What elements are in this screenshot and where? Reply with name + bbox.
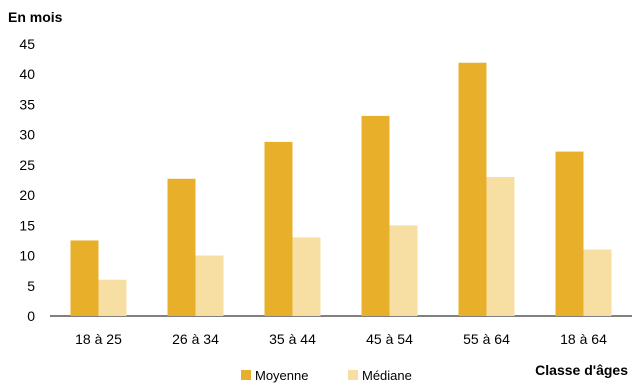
bar-mediane	[486, 176, 515, 316]
bar-moyenne	[167, 178, 196, 316]
bar-moyenne	[264, 141, 293, 316]
bar-moyenne	[70, 240, 99, 316]
x-tick-label: 26 à 34	[172, 331, 219, 347]
bar-moyenne	[458, 62, 487, 316]
x-tick-label: 35 à 44	[269, 331, 316, 347]
y-tick-label: 0	[27, 308, 35, 324]
x-axis-title: Classe d'âges	[535, 362, 628, 378]
x-tick-label: 55 à 64	[463, 331, 510, 347]
x-tick-label: 18 à 25	[75, 331, 122, 347]
legend-label: Moyenne	[255, 368, 308, 383]
legend-swatch	[241, 370, 251, 380]
y-axis-ticks: 0 5 10 15 20 25 30 35 40 45	[19, 36, 35, 324]
y-tick-label: 25	[19, 157, 35, 173]
x-tick-label: 18 à 64	[560, 331, 607, 347]
bar-mediane	[292, 237, 321, 316]
y-tick-label: 40	[19, 66, 35, 82]
bar-mediane	[583, 249, 612, 316]
legend-swatch	[348, 370, 358, 380]
y-tick-label: 20	[19, 187, 35, 203]
bar-moyenne	[555, 151, 584, 316]
y-tick-label: 45	[19, 36, 35, 52]
legend-label: Médiane	[362, 368, 412, 383]
bar-moyenne	[361, 115, 390, 316]
y-tick-label: 10	[19, 248, 35, 264]
x-tick-label: 45 à 54	[366, 331, 413, 347]
bar-mediane	[195, 255, 224, 316]
y-tick-label: 5	[27, 278, 35, 294]
bars	[70, 62, 612, 316]
y-tick-label: 15	[19, 217, 35, 233]
y-tick-label: 30	[19, 127, 35, 143]
x-axis-ticks: 18 à 25 26 à 34 35 à 44 45 à 54 55 à 64 18 à …	[75, 331, 607, 347]
y-tick-label: 35	[19, 96, 35, 112]
legend: Moyenne Médiane	[241, 368, 412, 383]
y-axis-title: En mois	[8, 9, 63, 25]
bar-mediane	[389, 225, 418, 316]
bar-mediane	[98, 279, 127, 316]
